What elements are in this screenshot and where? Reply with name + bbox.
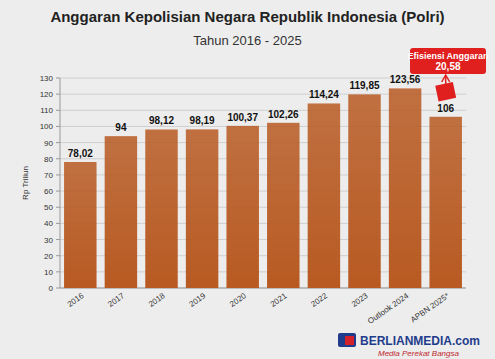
y-tick-label: 100: [40, 122, 54, 131]
y-tick-label: 80: [44, 155, 53, 164]
y-axis-label: Rp Triliun: [21, 166, 30, 200]
bar: [267, 123, 299, 288]
y-tick-label: 20: [44, 252, 53, 261]
data-label: 78,02: [68, 148, 93, 159]
bar: [145, 129, 177, 288]
y-tick: [56, 174, 60, 175]
y-tick-label: 10: [44, 268, 53, 277]
bar: [105, 136, 137, 288]
y-tick: [56, 94, 60, 95]
data-label: 100,37: [227, 112, 258, 123]
logo-mark: [345, 336, 354, 345]
y-tick-label: 40: [44, 219, 53, 228]
bar: [429, 117, 461, 288]
x-tick-label: 2021: [269, 291, 289, 309]
y-tick: [56, 288, 60, 289]
annotation-value: 20,58: [435, 61, 460, 72]
x-tick-label: 2016: [66, 291, 86, 309]
annotation-arrowhead: [442, 75, 450, 82]
x-tick-label: APBN 2025*: [409, 291, 451, 324]
bar: [186, 129, 218, 288]
y-tick: [56, 255, 60, 256]
bars: [64, 88, 462, 288]
x-tick-label: 2018: [147, 291, 167, 309]
y-tick-label: 120: [40, 90, 54, 99]
bar: [308, 103, 340, 288]
chart-root: Anggaran Kepolisian Negara Republik Indo…: [0, 0, 495, 359]
data-label: 123,56: [390, 74, 421, 85]
y-tick-label: 70: [44, 171, 53, 180]
bar: [389, 88, 421, 288]
x-tick-label: 2017: [106, 291, 126, 309]
logo-mark: [338, 333, 356, 347]
y-tick: [56, 158, 60, 159]
x-tick-label: Outlook 2024: [366, 291, 411, 326]
data-label: 106: [437, 103, 454, 114]
x-tick-label: 2020: [228, 291, 248, 309]
y-tick-label: 90: [44, 139, 53, 148]
chart: Anggaran Kepolisian Negara Republik Indo…: [0, 0, 495, 359]
y-tick: [56, 223, 60, 224]
title: Anggaran Kepolisian Negara Republik Indo…: [50, 8, 444, 25]
data-label: 102,26: [268, 109, 299, 120]
y-tick: [56, 271, 60, 272]
y-axis: [60, 78, 61, 288]
y-tick: [56, 126, 60, 127]
bar: [64, 162, 96, 288]
y-tick-label: 130: [40, 74, 54, 83]
y-tick: [56, 191, 60, 192]
y-tick: [56, 207, 60, 208]
x-tick-label: 2023: [350, 291, 370, 309]
data-label: 98,19: [190, 115, 215, 126]
watermark-brand: BERLIANMEDIA.com: [360, 334, 480, 348]
bar: [348, 94, 380, 288]
y-tick-label: 30: [44, 236, 53, 245]
y-tick-label: 50: [44, 203, 53, 212]
y-tick: [56, 110, 60, 111]
annotation-text: Efisiensi Anggaran: [407, 51, 488, 61]
y-tick-label: 0: [49, 284, 54, 293]
data-label: 98,12: [149, 115, 174, 126]
y-tick: [56, 142, 60, 143]
x-tick-label: 2022: [309, 291, 329, 309]
bar: [226, 126, 258, 288]
y-tick: [56, 239, 60, 240]
data-label: 114,24: [309, 89, 339, 100]
background: [0, 0, 495, 359]
x-tick-label: 2019: [188, 291, 208, 309]
subtitle: Tahun 2016 - 2025: [193, 33, 301, 48]
watermark-tagline: Media Perekat Bangsa: [378, 349, 459, 358]
y-tick-label: 110: [40, 106, 53, 115]
data-label: 94: [115, 122, 127, 133]
y-tick: [56, 78, 60, 79]
y-tick-label: 60: [44, 187, 53, 196]
annotation-flag: [435, 82, 456, 101]
data-label: 119,85: [349, 80, 379, 91]
